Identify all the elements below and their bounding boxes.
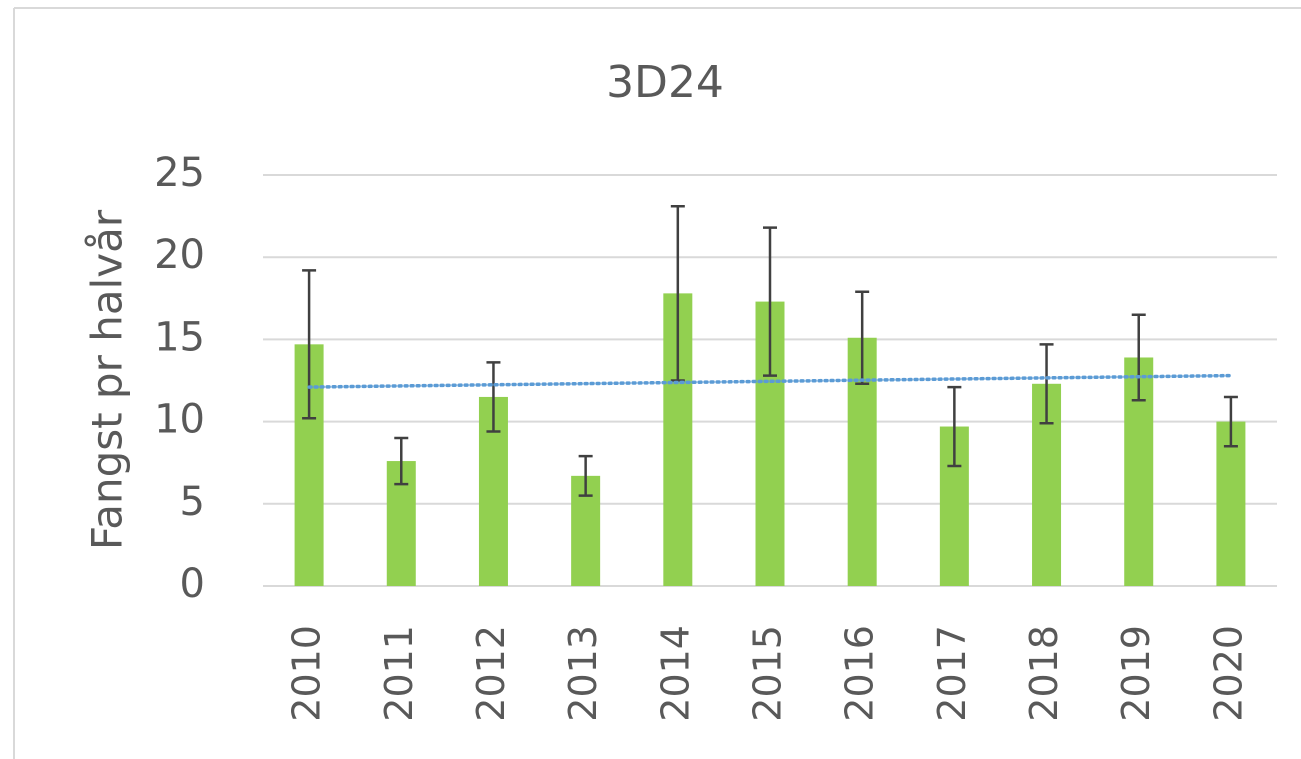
y-tick-label: 20 [154, 232, 205, 278]
trendline [307, 373, 1233, 389]
error-bar [855, 290, 870, 386]
error-bar [763, 226, 777, 377]
error-bar [947, 385, 962, 468]
error-bar [670, 204, 685, 382]
y-tick-label: 15 [154, 314, 205, 360]
y-tick-label: 25 [154, 150, 205, 196]
error-bar [1223, 395, 1238, 448]
x-tick-label: 2014 [653, 625, 697, 722]
x-tick-label: 2016 [838, 625, 882, 722]
error-bar [394, 436, 409, 486]
x-tick-label: 2013 [561, 625, 605, 722]
error-bar [1039, 343, 1054, 425]
x-tick-label: 2010 [285, 625, 329, 722]
y-tick-label: 0 [180, 561, 205, 607]
y-axis-label: Fangst pr halvår [83, 209, 132, 550]
error-bar [486, 361, 501, 433]
x-tick-label: 2018 [1022, 625, 1066, 722]
error-bar [1131, 313, 1146, 402]
x-tick-label: 2020 [1206, 625, 1250, 722]
error-bar [578, 454, 593, 497]
y-tick-label: 5 [180, 479, 205, 525]
chart-title: 3D24 [606, 57, 724, 108]
x-tick-label: 2011 [377, 625, 421, 722]
y-tick-label: 10 [154, 397, 205, 443]
x-tick-label: 2017 [930, 625, 974, 722]
error-bar [302, 269, 317, 420]
x-tick-label: 2015 [746, 625, 790, 722]
bar [1216, 421, 1246, 586]
x-tick-label: 2019 [1114, 625, 1158, 722]
x-tick-label: 2012 [469, 625, 513, 722]
